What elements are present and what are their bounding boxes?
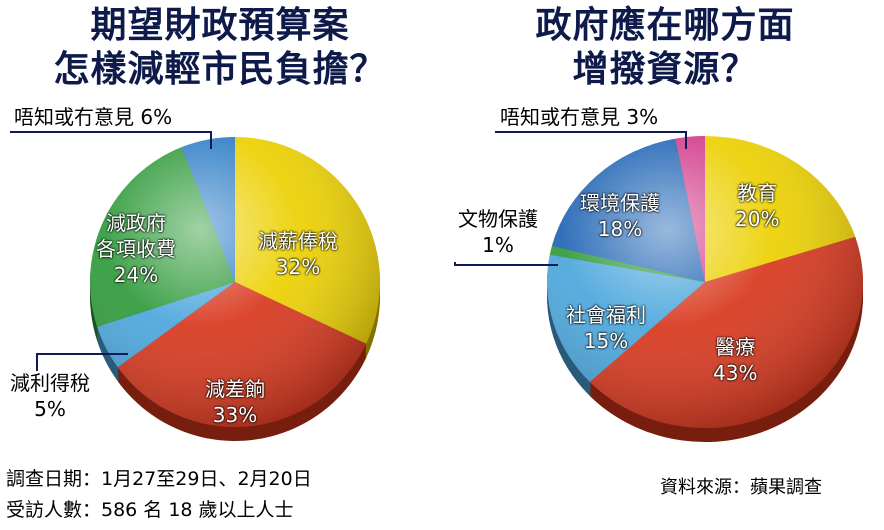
- right-label-dont-know: 唔知或冇意見 3%: [500, 105, 659, 129]
- left-pie-gloss: [90, 137, 380, 427]
- left-title-line-1: 期望財政預算案: [90, 5, 350, 46]
- respondents: 受訪人數：586 名 18 歲以上人士: [6, 499, 294, 521]
- right-label-medical: 醫療 43%: [713, 335, 758, 385]
- left-label-profits-tax: 減利得稅 5%: [10, 371, 90, 421]
- right-leader-dont-know-tick: [685, 131, 687, 149]
- right-pie: [546, 136, 863, 442]
- left-label-rates: 減差餉 33%: [205, 377, 265, 427]
- right-leader-heritage: [454, 264, 558, 266]
- right-title-line-2: 增撥資源？: [572, 49, 758, 90]
- right-chart-title: 政府應在哪方面 增撥資源？: [450, 4, 880, 92]
- left-label-salaries-tax: 減薪俸稅 32%: [258, 229, 338, 279]
- left-leader-dont-know-tick: [210, 131, 212, 149]
- left-title-line-2: 怎樣減輕市民負擔？: [53, 49, 387, 90]
- data-source: 資料來源：蘋果調查: [660, 477, 822, 498]
- right-label-heritage: 文物保護 1%: [458, 207, 538, 257]
- left-pie: [89, 137, 381, 441]
- left-label-gov-charges: 減政府 各項收費 24%: [96, 211, 176, 287]
- right-label-environment: 環境保護 18%: [580, 191, 660, 241]
- left-label-dont-know: 唔知或冇意見 6%: [14, 105, 173, 129]
- left-leader-profits-tax-tick: [36, 353, 38, 371]
- right-title-line-1: 政府應在哪方面: [535, 5, 795, 46]
- left-chart-title: 期望財政預算案 怎樣減輕市民負擔？: [10, 4, 430, 92]
- right-label-social-welfare: 社會福利 15%: [566, 303, 646, 353]
- right-leader-dont-know: [495, 131, 685, 133]
- left-leader-profits-tax: [36, 353, 128, 355]
- right-label-education: 教育 20%: [735, 181, 780, 231]
- survey-dates: 調查日期：1月27至29日、2月20日: [6, 468, 312, 490]
- right-pie-gloss: [547, 136, 863, 428]
- left-leader-dont-know: [10, 131, 210, 133]
